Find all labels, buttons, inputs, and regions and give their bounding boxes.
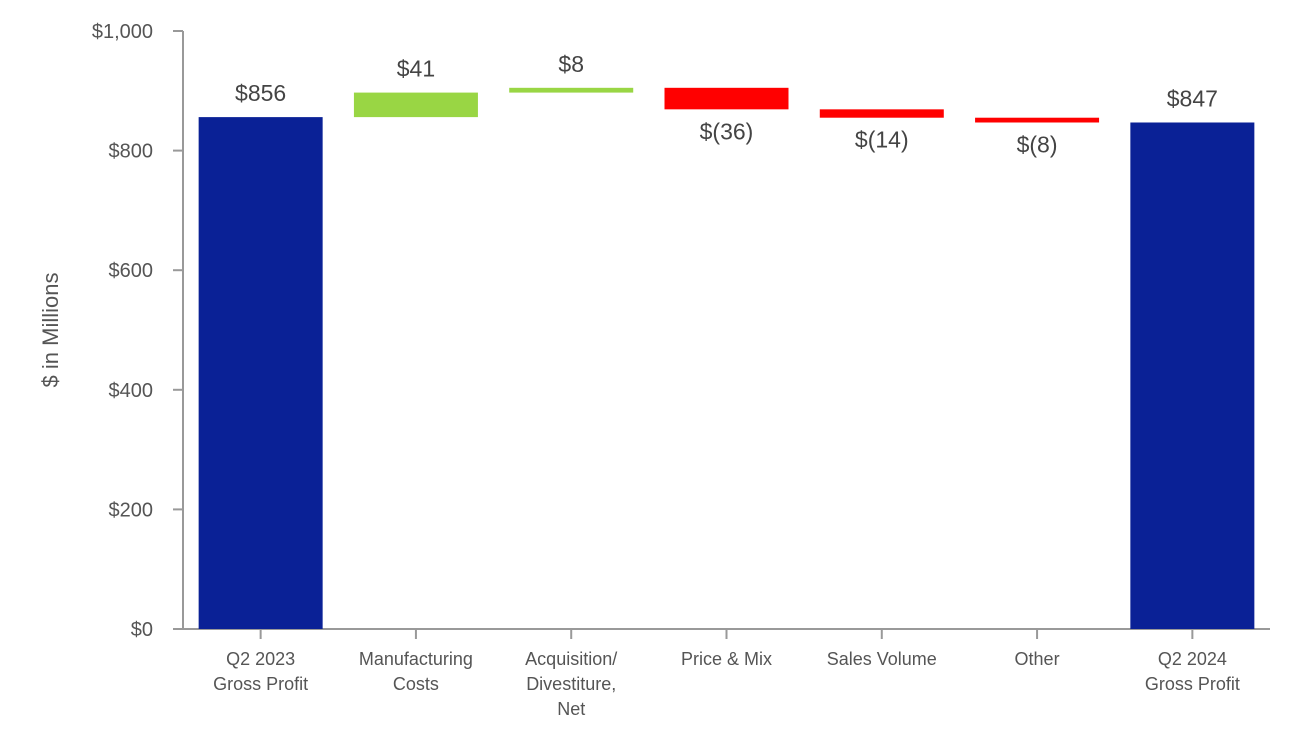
category-label-1: Manufacturing Costs	[359, 649, 473, 694]
y-tick-label: $1,000	[92, 21, 153, 43]
y-axis-title: $ in Millions	[38, 273, 63, 388]
y-tick-label: $600	[109, 260, 154, 282]
data-labels: $856 $41 $8 $(36) $(14) $(8) $847	[235, 51, 1218, 158]
data-label-4: $(14)	[855, 127, 909, 153]
category-labels: Q2 2023 Gross Profit Manufacturing Costs Acq…	[213, 649, 1240, 719]
data-label-3: $(36)	[700, 118, 754, 144]
category-label-6: Q2 2024 Gross Profit	[1145, 649, 1240, 694]
category-label-4: Sales Volume	[827, 649, 937, 669]
data-label-6: $847	[1167, 85, 1218, 111]
category-label-5: Other	[1015, 649, 1060, 669]
bar-0	[198, 117, 323, 629]
y-ticks: $0 $200 $400 $600 $800 $1,000	[92, 21, 183, 641]
y-tick-label: $800	[109, 141, 154, 163]
category-label-0: Q2 2023 Gross Profit	[213, 649, 308, 694]
bars	[198, 87, 1255, 629]
y-tick-label: $200	[109, 499, 154, 521]
data-label-1: $41	[397, 56, 435, 82]
y-tick-label: $0	[131, 619, 153, 641]
bar-3	[664, 87, 789, 110]
x-ticks	[259, 629, 1194, 639]
y-tick-label: $400	[109, 380, 154, 402]
category-label-2: Acquisition/Divestiture, Net	[525, 649, 617, 719]
bar-2	[509, 87, 634, 93]
data-label-0: $856	[235, 80, 286, 106]
data-label-2: $8	[558, 51, 584, 77]
bar-4	[819, 109, 944, 118]
category-label-3: Price & Mix	[681, 649, 772, 669]
bar-5	[975, 117, 1100, 123]
bar-6	[1130, 122, 1255, 629]
bar-1	[353, 92, 478, 118]
data-label-5: $(8)	[1017, 131, 1058, 157]
